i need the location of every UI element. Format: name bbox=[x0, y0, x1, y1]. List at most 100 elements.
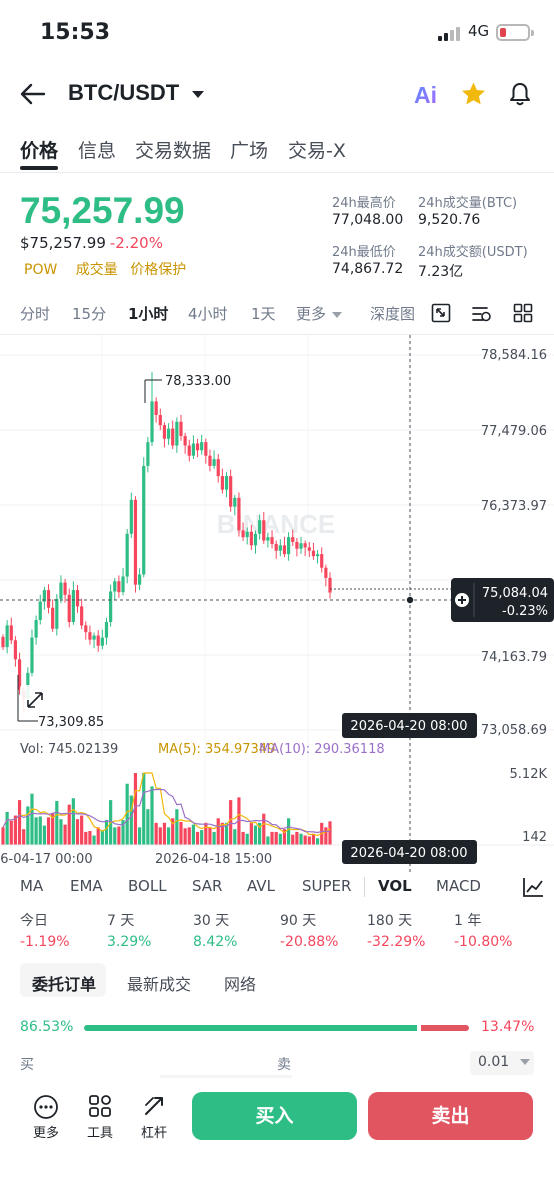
tag-pow[interactable]: POW bbox=[24, 262, 58, 278]
candle-body bbox=[84, 625, 88, 633]
interval-more[interactable]: 更多 bbox=[296, 303, 343, 324]
x-label: 26-04-17 00:00 bbox=[0, 852, 93, 867]
indicator-sar[interactable]: SAR bbox=[192, 877, 223, 895]
stat-vol-btc-label: 24h成交量(BTC) bbox=[418, 196, 518, 211]
volume-bar bbox=[84, 831, 88, 845]
volume-bar bbox=[117, 826, 121, 845]
indicator-vol[interactable]: VOL bbox=[378, 877, 412, 895]
volume-bar bbox=[150, 786, 154, 845]
tag-volume[interactable]: 成交量 bbox=[75, 262, 118, 278]
indicator-boll[interactable]: BOLL bbox=[128, 877, 167, 895]
candle-body bbox=[166, 428, 171, 439]
sell-button[interactable]: 卖出 bbox=[368, 1092, 533, 1140]
last-price: 75,257.99 bbox=[20, 190, 185, 231]
volume-bar bbox=[158, 827, 162, 845]
volume-bar bbox=[274, 831, 278, 845]
interval-1h[interactable]: 1小时 bbox=[128, 305, 169, 323]
sell-ratio: 13.47% bbox=[481, 1019, 535, 1035]
candle-body bbox=[253, 533, 258, 546]
perf-label: 90 天 bbox=[280, 913, 317, 929]
buy-ratio: 86.53% bbox=[20, 1019, 74, 1035]
tab-price[interactable]: 价格 bbox=[20, 140, 59, 162]
grid-layout-icon[interactable] bbox=[513, 303, 533, 323]
indicator-settings-icon[interactable] bbox=[522, 877, 544, 897]
volume-bar bbox=[146, 809, 150, 845]
volume-bar bbox=[299, 833, 303, 845]
perf-label: 30 天 bbox=[193, 913, 230, 929]
more-icon[interactable] bbox=[33, 1094, 59, 1120]
candle-body bbox=[80, 606, 84, 626]
back-arrow-icon[interactable] bbox=[20, 82, 46, 106]
ai-icon[interactable]: Ai bbox=[413, 82, 443, 106]
volume-bar bbox=[183, 828, 187, 845]
pair-selector[interactable]: BTC/USDT bbox=[68, 80, 205, 106]
tab-order-book[interactable]: 委托订单 bbox=[32, 975, 97, 994]
volume-bar bbox=[75, 819, 80, 845]
indicator-ma[interactable]: MA bbox=[20, 877, 44, 895]
volume-bar bbox=[92, 835, 96, 845]
candle-body bbox=[179, 421, 183, 437]
candle-body bbox=[311, 550, 316, 557]
candle-body bbox=[291, 537, 295, 542]
chart-fullscreen-icon[interactable] bbox=[431, 303, 451, 323]
volume-bar bbox=[137, 827, 142, 845]
indicator-ema[interactable]: EMA bbox=[70, 877, 103, 895]
tab-info[interactable]: 信息 bbox=[78, 140, 117, 162]
volume-bar bbox=[142, 773, 146, 845]
interval-time[interactable]: 分时 bbox=[20, 305, 51, 323]
interval-15m[interactable]: 15分 bbox=[72, 305, 107, 323]
interval-4h[interactable]: 4小时 bbox=[188, 305, 228, 323]
candle-body bbox=[200, 442, 204, 451]
tab-trading-data[interactable]: 交易数据 bbox=[135, 140, 212, 162]
candle-body bbox=[55, 598, 59, 629]
volume-bar bbox=[46, 817, 51, 845]
expand-icon[interactable] bbox=[27, 692, 43, 708]
pair-name: BTC/USDT bbox=[68, 80, 180, 105]
tooltip-change: -0.23% bbox=[502, 604, 548, 619]
volume-bar bbox=[237, 797, 241, 845]
y-tick: 74,163.79 bbox=[481, 650, 547, 665]
tab-network[interactable]: 网络 bbox=[224, 975, 257, 994]
price-change: -2.20% bbox=[109, 234, 163, 252]
candle-body bbox=[67, 594, 71, 623]
bell-icon[interactable] bbox=[508, 81, 532, 107]
candle-body bbox=[282, 545, 287, 555]
high-price-label: 78,333.00 bbox=[165, 374, 231, 389]
leverage-label: 杠杆 bbox=[141, 1126, 168, 1141]
candle-body bbox=[142, 465, 146, 575]
volume-bar bbox=[307, 836, 311, 845]
book-tab-highlight bbox=[20, 963, 106, 997]
buy-ratio-bar bbox=[84, 1025, 417, 1031]
star-icon[interactable] bbox=[460, 81, 487, 107]
tools-icon[interactable] bbox=[88, 1094, 112, 1118]
volume-bar bbox=[187, 827, 191, 845]
candle-body bbox=[270, 537, 274, 544]
indicator-macd[interactable]: MACD bbox=[436, 877, 481, 895]
interval-depth[interactable]: 深度图 bbox=[370, 305, 416, 323]
volume-bar bbox=[13, 815, 18, 845]
perf-value: -1.19% bbox=[20, 934, 70, 950]
tab-square[interactable]: 广场 bbox=[230, 140, 269, 162]
candle-body bbox=[171, 428, 175, 446]
candle-body bbox=[212, 459, 216, 466]
chart-settings-icon[interactable] bbox=[472, 304, 492, 323]
interval-1d[interactable]: 1天 bbox=[251, 305, 276, 323]
candlestick-chart[interactable]: BINANCE 78,584.16 77,479.06 76,373.97 74… bbox=[0, 335, 554, 875]
leverage-icon[interactable] bbox=[142, 1094, 166, 1118]
x-label: 2026-04-18 15:00 bbox=[155, 852, 272, 867]
candles bbox=[1, 372, 332, 713]
buy-button[interactable]: 买入 bbox=[192, 1092, 357, 1140]
precision-select[interactable]: 0.01 bbox=[470, 1051, 534, 1075]
candle-body bbox=[117, 581, 121, 593]
indicator-avl[interactable]: AVL bbox=[247, 877, 275, 895]
indicator-super[interactable]: SUPER bbox=[302, 877, 352, 895]
volume-ma10-line bbox=[2, 788, 331, 834]
tag-price-protection[interactable]: 价格保护 bbox=[130, 262, 187, 278]
volume-bar bbox=[88, 831, 92, 845]
buy-column-label: 买 bbox=[20, 1057, 34, 1073]
tab-latest-trades[interactable]: 最新成交 bbox=[127, 975, 192, 994]
candle-body bbox=[88, 632, 92, 640]
tab-trade-x[interactable]: 交易-X bbox=[288, 140, 346, 162]
candle-body bbox=[146, 442, 150, 466]
candle-body bbox=[249, 531, 253, 546]
